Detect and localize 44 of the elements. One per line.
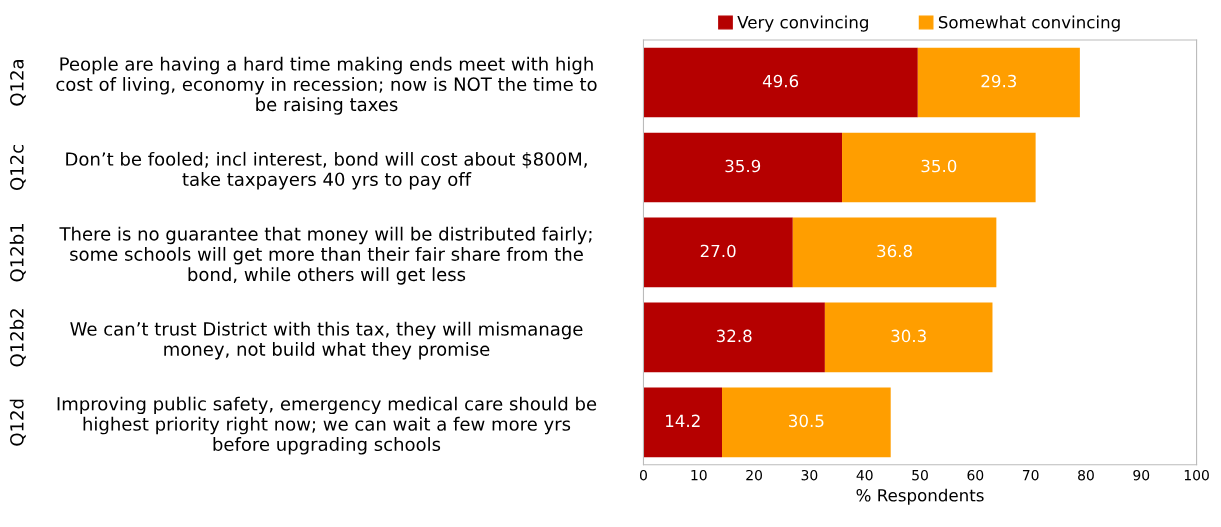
x-tick-label: 80	[1078, 469, 1094, 481]
text: Q12b2	[9, 309, 26, 367]
data-label: 29.3	[981, 74, 1017, 88]
bar	[722, 387, 891, 458]
bar	[643, 302, 825, 373]
legend-label: Very convincing	[737, 15, 868, 32]
bar	[643, 47, 918, 118]
y-tick-label: We can’t trust District with this tax, they will mismanage money, not build what they promise	[70, 321, 583, 360]
data-label: 36.8	[877, 244, 912, 258]
text: Q12b1	[9, 224, 26, 282]
x-tick-label: 60	[967, 469, 984, 481]
x-axis-title: % Respondents	[856, 488, 984, 505]
text: Q12c	[10, 145, 26, 191]
y-tick-label: Don’t be fooled; incl interest, bond will cost about $800M, take taxpayers 40 yrs to pay off	[66, 151, 587, 190]
bar	[792, 217, 997, 288]
bar	[643, 132, 843, 203]
bar	[643, 217, 793, 288]
data-label: 30.3	[891, 329, 926, 343]
y-tick-label: Improving public safety, emergency medical care should be highest priority right now; we can wait a few more yrs before upgrading schools	[57, 396, 597, 455]
x-tick-label: 40	[856, 469, 873, 481]
bar	[842, 132, 1036, 203]
x-tick-label: 100	[1184, 469, 1209, 481]
data-label: 14.2	[666, 414, 700, 427]
x-tick-label: 20	[746, 469, 762, 481]
bar	[917, 47, 1080, 118]
data-label: 32.8	[716, 329, 752, 343]
data-label: 35.9	[725, 159, 761, 173]
data-label: 35.0	[921, 159, 957, 173]
y-tick-label: There is no guarantee that money will be distributed fairly; some schools will get more than their fair share from the bond, while others will get less	[59, 226, 592, 285]
x-tick-label: 10	[691, 469, 707, 481]
x-tick-label: 90	[1133, 469, 1150, 481]
data-label: 30.5	[789, 414, 824, 428]
x-tick-label: 50	[912, 469, 928, 481]
bar	[643, 387, 723, 458]
x-tick-label: 30	[801, 469, 818, 481]
legend-label: Somewhat convincing	[938, 15, 1120, 32]
text: Q12d	[9, 399, 26, 446]
bar	[824, 302, 993, 373]
data-label: 49.6	[762, 74, 799, 88]
y-tick-label: People are having a hard time making ends meet with high cost of living, economy in recession; now is NOT the time to be raising taxes	[56, 56, 597, 115]
x-tick-label: 0	[639, 469, 647, 481]
text: Q12a	[10, 60, 26, 106]
data-label: 27.0	[700, 244, 736, 258]
x-tick-label: 70	[1022, 469, 1039, 481]
